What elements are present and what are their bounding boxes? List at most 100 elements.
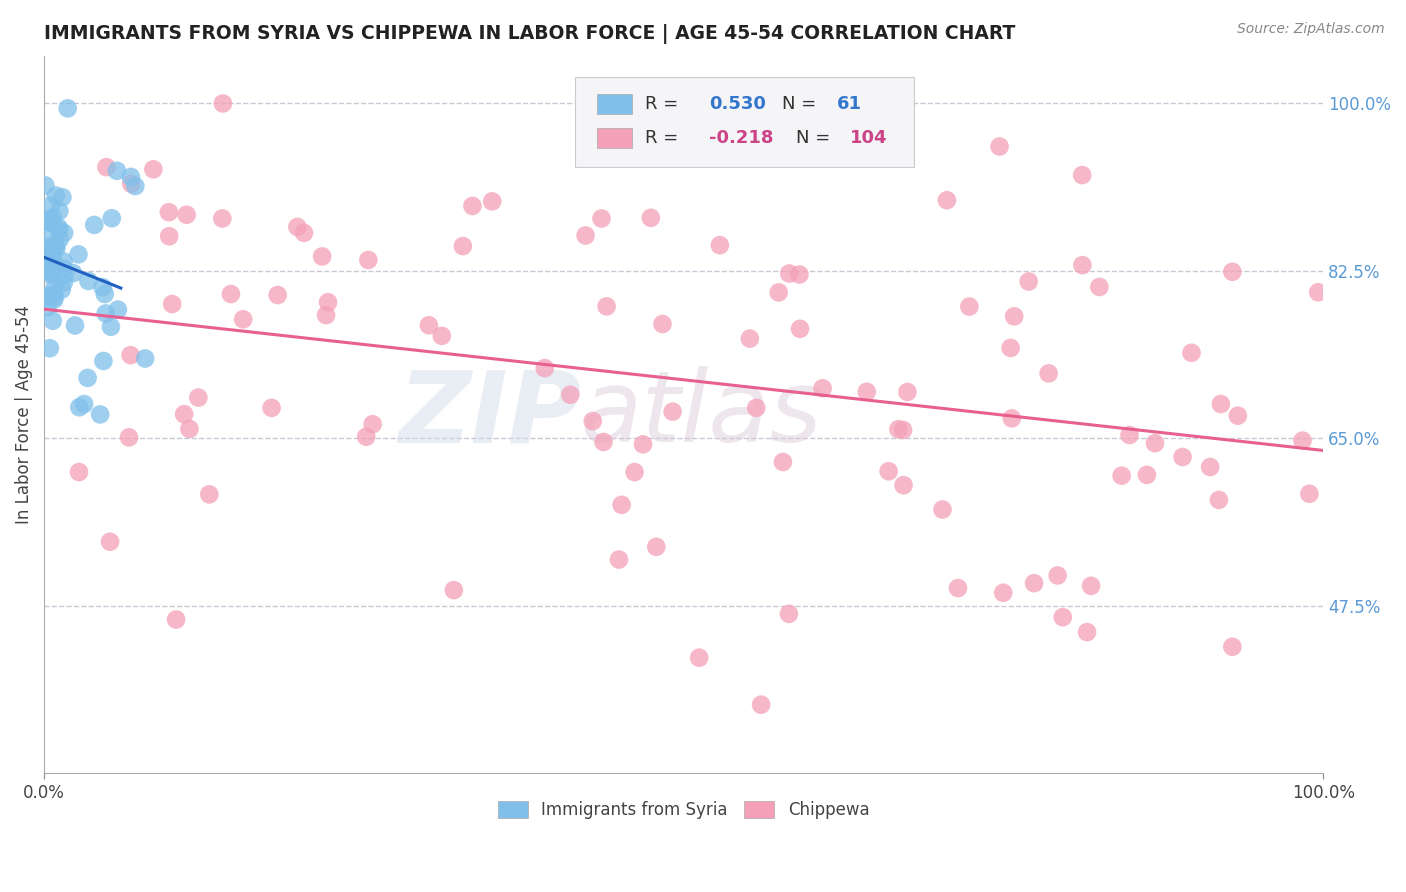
Point <box>267 288 290 302</box>
Point <box>118 430 141 444</box>
Point <box>53 268 76 282</box>
Point <box>1180 346 1202 360</box>
Point <box>645 540 668 554</box>
Point <box>988 139 1011 153</box>
Point <box>651 317 673 331</box>
Point <box>232 312 254 326</box>
Point <box>418 318 440 333</box>
Text: IMMIGRANTS FROM SYRIA VS CHIPPEWA IN LABOR FORCE | AGE 45-54 CORRELATION CHART: IMMIGRANTS FROM SYRIA VS CHIPPEWA IN LAB… <box>44 24 1015 44</box>
Point <box>77 274 100 288</box>
Point <box>1018 275 1040 289</box>
Point <box>73 397 96 411</box>
Text: -0.218: -0.218 <box>709 129 773 147</box>
Point <box>957 300 980 314</box>
Point <box>1291 434 1313 448</box>
Point <box>44 290 66 304</box>
Point <box>745 401 768 415</box>
Point <box>1208 492 1230 507</box>
Point <box>481 194 503 209</box>
Point <box>772 455 794 469</box>
Point <box>1222 265 1244 279</box>
Point <box>48 233 70 247</box>
Point <box>179 422 201 436</box>
Point <box>1046 568 1069 582</box>
Point <box>142 162 165 177</box>
Text: Source: ZipAtlas.com: Source: ZipAtlas.com <box>1237 22 1385 37</box>
Point <box>1199 460 1222 475</box>
Point <box>607 552 630 566</box>
Point <box>357 252 380 267</box>
Point <box>1080 579 1102 593</box>
Point <box>53 226 76 240</box>
Point <box>1136 467 1159 482</box>
Point <box>48 220 70 235</box>
Bar <box>596 95 633 114</box>
Point <box>52 254 75 268</box>
Point <box>35 214 58 228</box>
Text: 104: 104 <box>849 129 887 147</box>
Point <box>1171 450 1194 464</box>
Point <box>811 381 834 395</box>
Point <box>124 179 146 194</box>
Point <box>45 239 67 253</box>
Point <box>107 302 129 317</box>
Point <box>34 178 56 193</box>
Point <box>260 401 283 415</box>
Text: 61: 61 <box>837 95 862 113</box>
Point <box>63 318 86 333</box>
Point <box>311 249 333 263</box>
Point <box>35 243 58 257</box>
Point <box>1298 487 1320 501</box>
Point <box>778 607 800 621</box>
Point <box>1111 468 1133 483</box>
Point <box>39 248 62 262</box>
Point <box>39 215 62 229</box>
Point <box>1022 576 1045 591</box>
Point <box>749 698 772 712</box>
Point <box>1000 341 1022 355</box>
Point <box>931 502 953 516</box>
Point <box>157 229 180 244</box>
Point <box>67 465 90 479</box>
Text: R =: R = <box>645 95 685 113</box>
Point <box>38 211 60 226</box>
Point <box>160 297 183 311</box>
Point <box>42 242 65 256</box>
Point <box>533 361 555 376</box>
Point <box>1052 610 1074 624</box>
Point <box>100 211 122 226</box>
Point <box>212 96 235 111</box>
Text: ZIP: ZIP <box>398 366 581 463</box>
Point <box>45 188 67 202</box>
Text: N =: N = <box>796 129 837 147</box>
Point <box>41 253 63 268</box>
Point <box>83 218 105 232</box>
Point <box>1038 367 1060 381</box>
Point <box>709 238 731 252</box>
Y-axis label: In Labor Force | Age 45-54: In Labor Force | Age 45-54 <box>15 305 32 524</box>
Point <box>451 239 474 253</box>
Point <box>316 295 339 310</box>
Point <box>134 351 156 366</box>
Point <box>877 464 900 478</box>
Point <box>198 487 221 501</box>
Point <box>946 581 969 595</box>
Point <box>48 204 70 219</box>
Point <box>361 417 384 432</box>
Point <box>631 437 654 451</box>
Point <box>52 261 75 276</box>
Point <box>120 348 142 362</box>
Point <box>896 384 918 399</box>
Point <box>94 287 117 301</box>
Point <box>1118 428 1140 442</box>
Point <box>1209 397 1232 411</box>
Point <box>120 169 142 184</box>
Point <box>354 430 377 444</box>
Point <box>285 219 308 234</box>
Point <box>1308 285 1330 300</box>
Point <box>1226 409 1249 423</box>
Point <box>56 101 79 115</box>
Point <box>1071 168 1094 182</box>
Point <box>430 329 453 343</box>
Point <box>219 287 242 301</box>
